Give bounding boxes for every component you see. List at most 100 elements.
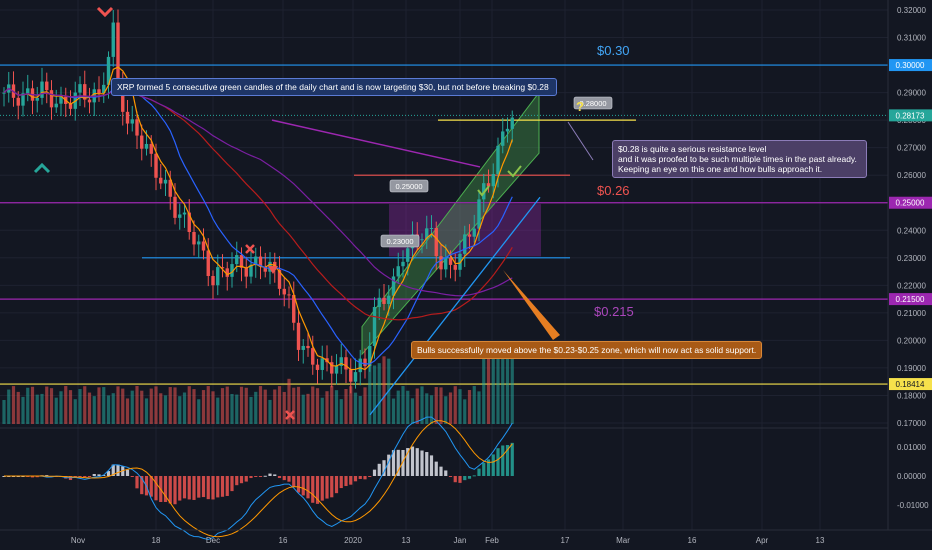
price-tick-label: 0.22000	[897, 281, 926, 290]
candle-body	[182, 212, 187, 215]
candle-body	[26, 88, 30, 94]
osc-histogram-bar	[496, 448, 500, 476]
osc-histogram-bar	[420, 450, 424, 476]
osc-histogram-bar	[182, 476, 187, 499]
candle-body	[382, 297, 386, 304]
cross-icon	[285, 410, 295, 420]
osc-histogram-bar	[320, 476, 324, 501]
time-tick-label: 16	[279, 536, 288, 545]
volume-bar	[258, 386, 263, 424]
time-tick-label: 13	[816, 536, 825, 545]
volume-bar	[420, 386, 424, 424]
volume-bar	[410, 398, 415, 424]
volume-bar	[149, 388, 153, 424]
osc-histogram-bar	[467, 476, 472, 479]
price-marker-label: 0.18414	[896, 380, 925, 389]
candle-body	[491, 174, 495, 187]
candle-body	[106, 56, 111, 85]
osc-histogram-bar	[453, 476, 457, 483]
osc-histogram-bar	[163, 476, 168, 502]
price-marker	[889, 196, 932, 209]
candle-body	[434, 228, 438, 257]
osc-tick-label: 0.01000	[897, 443, 926, 452]
candle-body	[163, 179, 168, 184]
candle-body	[125, 111, 130, 124]
candle-body	[486, 183, 491, 187]
osc-histogram-bar	[292, 476, 296, 487]
candle-body	[2, 92, 6, 94]
volume-bar	[472, 386, 476, 424]
osc-histogram-bar	[268, 473, 272, 476]
volume-bar	[206, 386, 210, 424]
volume-bar	[296, 386, 301, 424]
osc-histogram-bar	[206, 476, 210, 500]
volume-bar	[16, 391, 20, 424]
volume-bar	[73, 399, 77, 424]
annotation-resistance-028: $0.28 is quite a serious resistance leve…	[612, 140, 867, 178]
candle-body	[425, 228, 429, 240]
callout-tag-label: 0.25000	[395, 182, 422, 191]
candle-body	[49, 90, 54, 108]
candle-body	[83, 84, 87, 100]
osc-histogram-bar	[277, 476, 282, 479]
time-tick-label: Dec	[206, 536, 220, 545]
time-tick-label: 2020	[344, 536, 362, 545]
volume-bar	[116, 386, 120, 424]
volume-bar	[382, 356, 386, 424]
volume-bar	[249, 396, 253, 424]
volume-bar	[130, 390, 134, 424]
candle-body	[301, 345, 305, 350]
volume-bar	[144, 398, 149, 424]
volume-bar	[282, 391, 286, 424]
candle-body	[467, 234, 472, 237]
volume-bar	[197, 399, 201, 424]
volume-bar	[453, 386, 457, 424]
volume-bar	[102, 387, 106, 424]
candle-body	[87, 99, 92, 103]
osc-histogram-bar	[396, 449, 400, 476]
level-label: $0.30	[597, 43, 630, 58]
volume-bar	[372, 365, 377, 424]
candle-body	[197, 241, 201, 245]
candle-body	[45, 81, 49, 91]
candle-body	[472, 228, 476, 237]
volume-bar	[406, 390, 410, 424]
osc-histogram-bar	[135, 476, 139, 489]
volume-bar	[140, 390, 144, 424]
volume-bar	[163, 395, 168, 424]
candle-body	[159, 177, 163, 184]
osc-histogram-bar	[401, 449, 405, 476]
candle-body	[201, 241, 206, 251]
candle-body	[344, 357, 348, 370]
osc-histogram-bar	[187, 476, 191, 500]
volume-bar	[244, 387, 248, 424]
candle-body	[68, 103, 73, 109]
osc-histogram-bar	[35, 476, 39, 478]
volume-bar	[40, 393, 44, 424]
candle-body	[220, 267, 225, 269]
osc-histogram-bar	[197, 476, 201, 498]
osc-histogram-bar	[472, 475, 476, 477]
volume-bar	[235, 394, 239, 424]
volume-bar	[287, 378, 291, 424]
osc-histogram-bar	[106, 471, 111, 476]
candle-body	[439, 256, 443, 270]
volume-bar	[510, 347, 514, 424]
osc-histogram-bar	[225, 476, 229, 496]
volume-bar	[230, 393, 234, 424]
price-tick-label: 0.27000	[897, 144, 926, 153]
candle-body	[391, 276, 396, 296]
time-tick-label: 16	[688, 536, 697, 545]
osc-histogram-bar	[211, 476, 215, 500]
osc-histogram-bar	[505, 445, 510, 476]
osc-histogram-bar	[363, 476, 367, 480]
volume-bar	[463, 399, 467, 424]
osc-histogram-bar	[230, 476, 234, 492]
volume-bar	[482, 357, 486, 424]
osc-histogram-bar	[353, 476, 358, 482]
candle-body	[239, 255, 244, 268]
candle-body	[368, 345, 372, 367]
volume-bar	[68, 390, 73, 424]
volume-bar	[501, 354, 505, 424]
time-tick-label: Jan	[454, 536, 467, 545]
